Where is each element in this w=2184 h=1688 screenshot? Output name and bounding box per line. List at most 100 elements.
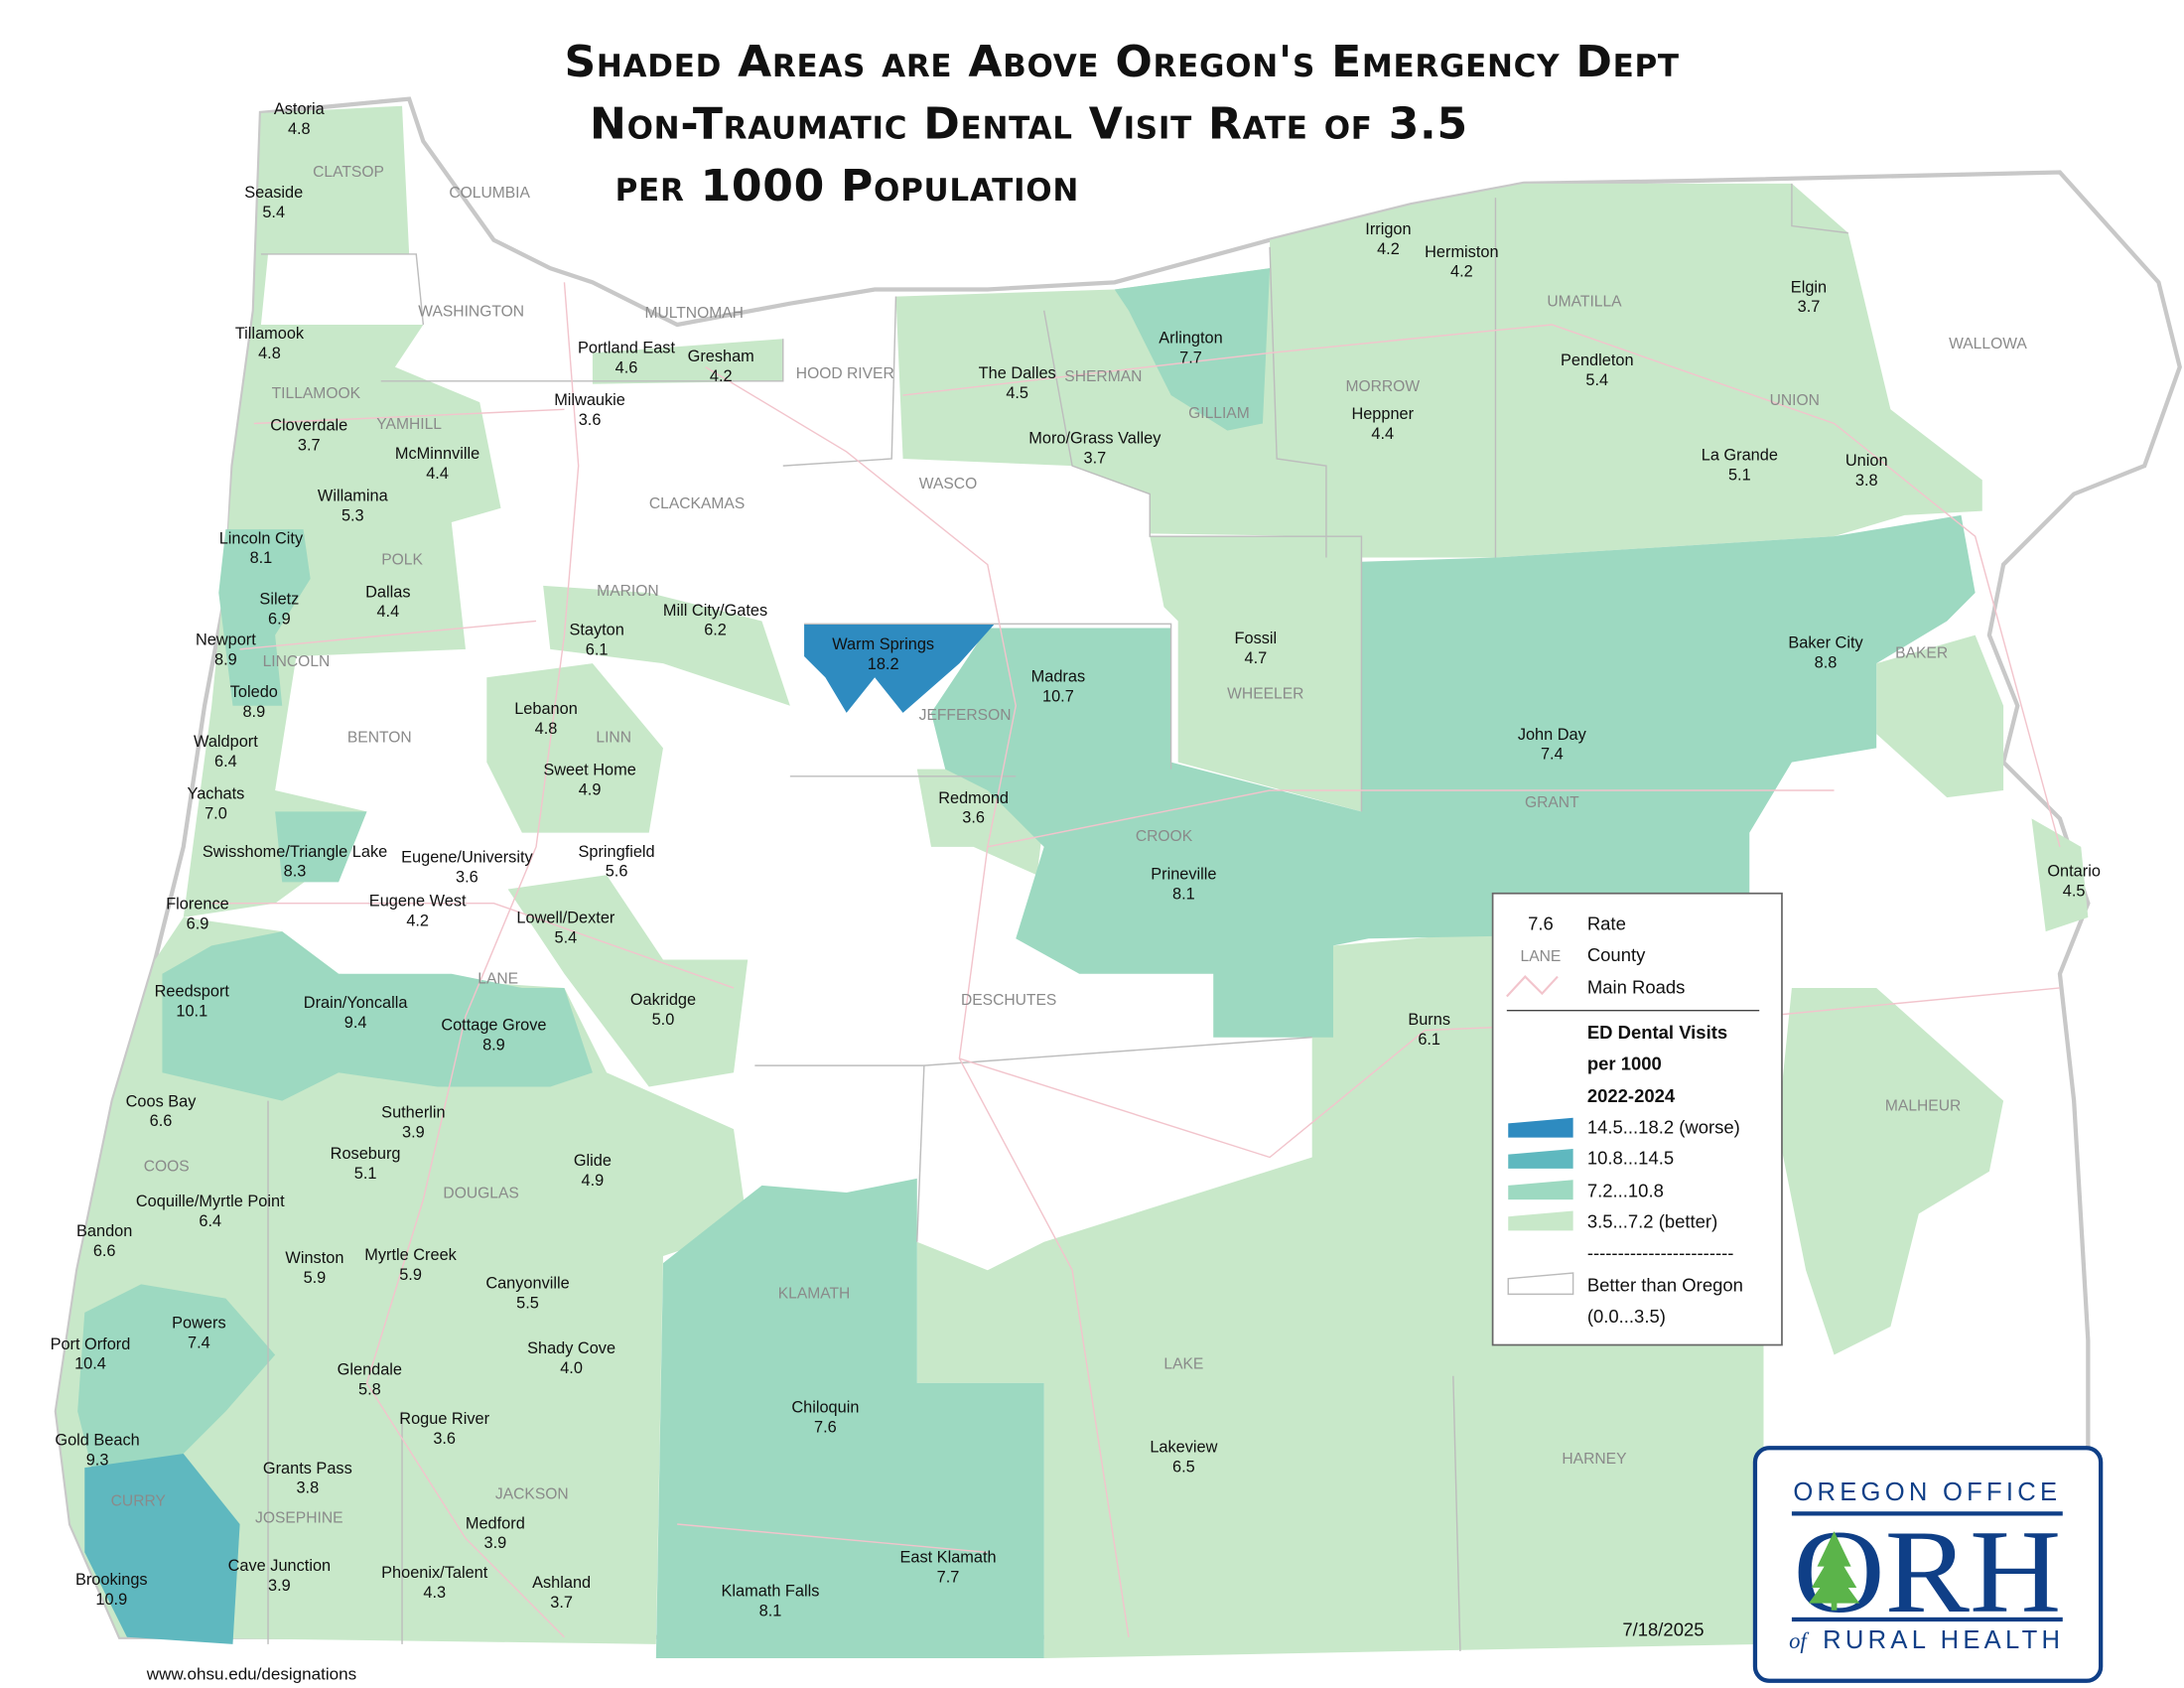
place-label: Medford 3.9 (466, 1514, 525, 1552)
place-rate: 4.2 (1450, 263, 1473, 281)
place-rate: 8.1 (1172, 885, 1195, 903)
place-name: Mill City/Gates (663, 602, 767, 620)
place-rate: 3.6 (456, 868, 478, 886)
place-rate: 10.1 (176, 1002, 207, 1020)
legend-class-3: 7.2...10.8 (1587, 1180, 1664, 1200)
place-rate: 6.9 (268, 610, 291, 628)
place-name: Warm Springs (832, 635, 934, 653)
place-name: Pendleton (1561, 352, 1634, 369)
place-name: Rogue River (399, 1410, 489, 1428)
logo-bottom-text: RURAL HEALTH (1823, 1626, 2064, 1654)
place-label: Roseburg 5.1 (331, 1145, 401, 1183)
legend-rate-label: Rate (1587, 914, 1626, 934)
county-label: SHERMAN (1064, 368, 1142, 385)
place-name: Union (1845, 452, 1888, 470)
place-name: Lebanon (514, 700, 578, 718)
place-name: Swisshome/Triangle Lake (203, 843, 387, 861)
place-name: Redmond (938, 789, 1009, 807)
region-wheeler (1150, 536, 1362, 812)
place-label: Seaside 5.4 (244, 184, 303, 221)
place-rate: 4.7 (1245, 649, 1268, 667)
county-label: KLAMATH (778, 1286, 851, 1303)
place-rate: 5.6 (606, 863, 628, 881)
place-name: Phoenix/Talent (381, 1564, 488, 1582)
county-label: HARNEY (1562, 1451, 1627, 1468)
county-label: CLATSOP (313, 164, 384, 181)
place-name: Springfield (578, 843, 654, 861)
place-rate: 9.3 (86, 1451, 109, 1469)
place-name: Sweet Home (543, 761, 635, 778)
place-rate: 3.9 (402, 1124, 425, 1142)
place-name: Burns (1408, 1011, 1450, 1029)
place-name: Arlington (1159, 329, 1222, 347)
county-label: UNION (1770, 392, 1820, 409)
region-linn (486, 663, 663, 833)
place-label: Gold Beach 9.3 (55, 1431, 139, 1469)
place-name: Medford (466, 1514, 525, 1532)
place-name: Glendale (338, 1360, 402, 1378)
place-label: McMinnville 4.4 (395, 445, 479, 483)
county-label: MORROW (1345, 378, 1420, 395)
place-rate: 6.2 (704, 622, 727, 639)
place-name: Lowell/Dexter (516, 910, 614, 927)
place-name: Cloverdale (270, 417, 347, 435)
title-line-3: per 1000 Population (615, 161, 1079, 211)
place-label: Klamath Falls 8.1 (722, 1582, 820, 1619)
legend-class-4: 3.5...7.2 (better) (1587, 1211, 1717, 1232)
place-rate: 3.8 (296, 1479, 319, 1497)
place-rate: 4.4 (1371, 425, 1394, 443)
legend-swatch-high (1508, 1148, 1573, 1169)
place-name: Baker City (1788, 633, 1863, 651)
place-name: Moro/Grass Valley (1028, 429, 1161, 447)
region-southwest (56, 916, 749, 1644)
place-label: Warm Springs 18.2 (832, 635, 934, 673)
place-rate: 3.7 (298, 436, 321, 454)
legend-class-1: 14.5...18.2 (worse) (1587, 1116, 1740, 1137)
map-date: 7/18/2025 (1622, 1618, 1704, 1639)
place-rate: 4.5 (2063, 883, 2086, 901)
place-label: Lebanon 4.8 (514, 700, 578, 738)
place-label: La Grande 5.1 (1702, 446, 1778, 484)
place-name: Gold Beach (55, 1431, 139, 1449)
place-name: Milwaukie (554, 391, 625, 409)
place-label: Siletz 6.9 (259, 590, 299, 628)
county-label: COOS (144, 1159, 190, 1176)
place-rate: 3.6 (579, 411, 602, 429)
place-rate: 18.2 (868, 655, 899, 673)
place-rate: 5.9 (399, 1266, 422, 1284)
place-name: Port Orford (51, 1336, 131, 1353)
place-name: Glide (574, 1152, 612, 1170)
legend-below-1: Better than Oregon (1587, 1275, 1743, 1296)
place-label: Ashland 3.7 (532, 1574, 591, 1612)
source-url[interactable]: www.ohsu.edu/designations (146, 1664, 356, 1683)
region-swisshome (275, 811, 367, 883)
legend-swatch-below (1507, 1272, 1574, 1296)
county-label: WASCO (919, 476, 977, 492)
place-name: Dallas (365, 583, 410, 601)
place-name: Tillamook (235, 325, 305, 343)
place-rate: 6.9 (187, 914, 209, 932)
place-label: Cave Junction 3.9 (228, 1557, 331, 1595)
county-label: GILLIAM (1188, 405, 1250, 422)
logo-of: of (1789, 1628, 1809, 1653)
place-rate: 6.6 (150, 1112, 173, 1130)
place-rate: 4.2 (1377, 240, 1400, 258)
legend-county-sample: LANE (1521, 948, 1562, 965)
county-label: MALHEUR (1885, 1098, 1961, 1115)
place-name: Roseburg (331, 1145, 401, 1163)
place-label: Shady Cove 4.0 (527, 1339, 615, 1377)
place-rate: 4.5 (1006, 384, 1028, 402)
place-label: Coquille/Myrtle Point 6.4 (136, 1193, 285, 1230)
place-name: Eugene/University (401, 848, 533, 866)
place-label: Baker City 8.8 (1788, 633, 1863, 671)
place-name: Oakridge (630, 991, 696, 1009)
county-label: JACKSON (495, 1485, 569, 1502)
place-rate: 6.5 (1172, 1458, 1195, 1476)
place-rate: 4.9 (579, 780, 602, 798)
place-label: Coos Bay 6.6 (126, 1092, 198, 1130)
place-label: Toledo 8.9 (230, 683, 278, 721)
region-klamath (655, 1178, 1044, 1659)
place-name: Reedsport (155, 982, 230, 1000)
place-label: Sweet Home 4.9 (543, 761, 635, 798)
